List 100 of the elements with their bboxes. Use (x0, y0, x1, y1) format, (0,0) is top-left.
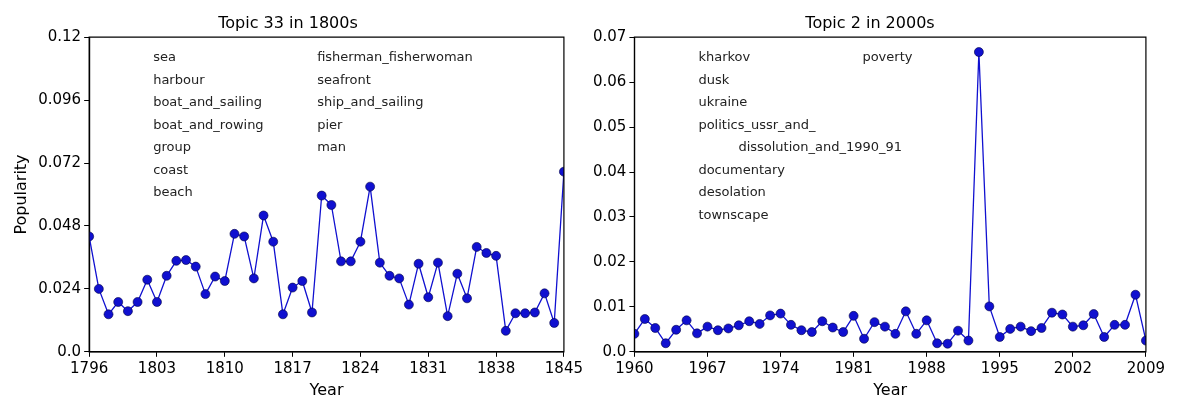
point (268, 236, 279, 247)
point (462, 293, 472, 304)
y-tick-label: 0.048 (38, 215, 82, 234)
x-tick-label: 1845 (544, 358, 584, 377)
annotation: townscape (698, 206, 769, 222)
point (671, 324, 681, 335)
x-tick-label: 1988 (907, 358, 946, 377)
point (859, 333, 869, 344)
point (733, 320, 744, 331)
x-tick-label: 1810 (205, 358, 244, 377)
point (932, 338, 942, 349)
annotation: desolation (698, 184, 766, 200)
point (94, 284, 104, 294)
point (713, 325, 723, 336)
y-tick-label: 0.096 (38, 90, 82, 109)
point (640, 314, 650, 324)
x-tick-label: 1981 (834, 358, 873, 377)
point (1099, 332, 1109, 342)
point (152, 297, 162, 307)
y-tick-label: 0.02 (592, 251, 627, 270)
point (142, 274, 153, 285)
point (471, 242, 482, 252)
point (384, 270, 395, 281)
point (539, 288, 550, 299)
point (123, 306, 133, 316)
x-tick-label: 1803 (137, 358, 177, 377)
point (287, 282, 298, 293)
annotation: kharkov (698, 49, 751, 65)
point (210, 271, 220, 282)
y-tick-label: 0.01 (592, 296, 627, 315)
point (681, 315, 692, 326)
point (297, 276, 308, 286)
point (113, 297, 124, 307)
point (984, 301, 995, 312)
x-tick-label: 1824 (341, 358, 380, 377)
point (316, 190, 327, 201)
point (355, 236, 366, 247)
point (132, 297, 143, 307)
point (1026, 326, 1036, 336)
point (1130, 289, 1141, 300)
point (161, 270, 172, 281)
point (433, 257, 443, 268)
point (394, 273, 404, 284)
y-tick-label: 0.0 (602, 341, 627, 360)
point (775, 308, 786, 319)
point (942, 338, 953, 349)
point (921, 315, 932, 326)
point (994, 332, 1005, 342)
point (452, 268, 463, 279)
point (786, 320, 796, 330)
point (963, 335, 974, 346)
point (1078, 320, 1089, 331)
point (754, 319, 765, 329)
point (765, 310, 775, 321)
point (1057, 309, 1068, 320)
point (365, 181, 375, 192)
annotation: man (317, 139, 347, 155)
point (219, 276, 230, 286)
point (953, 325, 963, 336)
x-axis-title: Year (308, 379, 344, 399)
point (848, 311, 859, 321)
point (181, 255, 191, 265)
annotation: documentary (698, 161, 786, 177)
point (1068, 321, 1078, 332)
x-tick-label: 1974 (761, 358, 800, 377)
x-tick-label: 1960 (615, 358, 654, 377)
point (1036, 323, 1047, 333)
point (345, 256, 356, 267)
point (650, 323, 661, 333)
point (200, 289, 211, 299)
x-tick-label: 1817 (273, 358, 312, 377)
x-axis-title: Year (872, 379, 908, 399)
annotation: dusk (698, 71, 730, 87)
chart-title: Topic 33 in 1800s (217, 12, 358, 32)
point (1088, 309, 1099, 319)
point (481, 248, 492, 258)
point (491, 251, 501, 261)
x-tick-label: 2002 (1053, 358, 1092, 377)
annotation: boat_and_rowing (153, 116, 264, 132)
point (1047, 307, 1057, 318)
annotation: harbour (153, 71, 206, 87)
x-tick-label: 1831 (409, 358, 448, 377)
annotation: pier (317, 116, 343, 132)
y-tick-label: 0.07 (592, 27, 627, 46)
point (911, 329, 922, 339)
y-axis-title: Popularity (10, 154, 30, 235)
point (530, 307, 540, 318)
point (838, 327, 848, 337)
y-tick-label: 0.05 (592, 116, 627, 135)
point (796, 325, 807, 336)
x-tick-label: 2009 (1126, 358, 1166, 377)
x-tick-label: 1995 (980, 358, 1019, 377)
point (510, 308, 521, 319)
point (229, 229, 240, 239)
point (827, 322, 838, 333)
point (807, 327, 817, 337)
annotation: seafront (317, 71, 371, 87)
point (336, 256, 346, 267)
point (375, 257, 385, 268)
x-tick-label: 1967 (688, 358, 727, 377)
